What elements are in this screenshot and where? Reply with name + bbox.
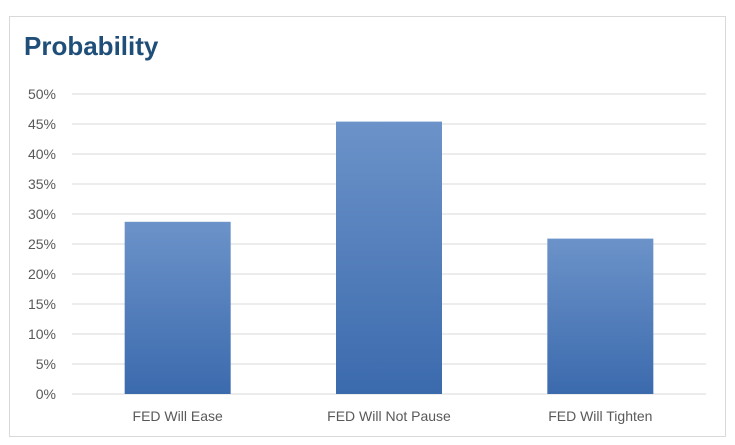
- y-tick-label: 35%: [28, 176, 56, 192]
- bar: [124, 221, 231, 394]
- chart-title: Probability: [24, 31, 159, 61]
- bars: [124, 121, 654, 394]
- x-axis-categories: FED Will Ease FED Will Not Pause FED Will …: [133, 408, 653, 424]
- y-tick-label: 30%: [28, 206, 56, 222]
- y-axis-ticks: 0% 5% 10% 15% 20% 25% 30% 35% 40% 45% 50%: [28, 86, 56, 402]
- y-tick-label: 0%: [36, 386, 56, 402]
- bar: [547, 238, 654, 394]
- x-category-label: FED Will Tighten: [548, 408, 652, 424]
- y-tick-label: 40%: [28, 146, 56, 162]
- y-tick-label: 20%: [28, 266, 56, 282]
- y-tick-label: 15%: [28, 296, 56, 312]
- x-category-label: FED Will Not Pause: [327, 408, 451, 424]
- x-category-label: FED Will Ease: [133, 408, 223, 424]
- y-tick-label: 50%: [28, 86, 56, 102]
- y-tick-label: 45%: [28, 116, 56, 132]
- y-tick-label: 25%: [28, 236, 56, 252]
- y-tick-label: 10%: [28, 326, 56, 342]
- bar: [336, 121, 442, 394]
- y-tick-label: 5%: [36, 356, 56, 372]
